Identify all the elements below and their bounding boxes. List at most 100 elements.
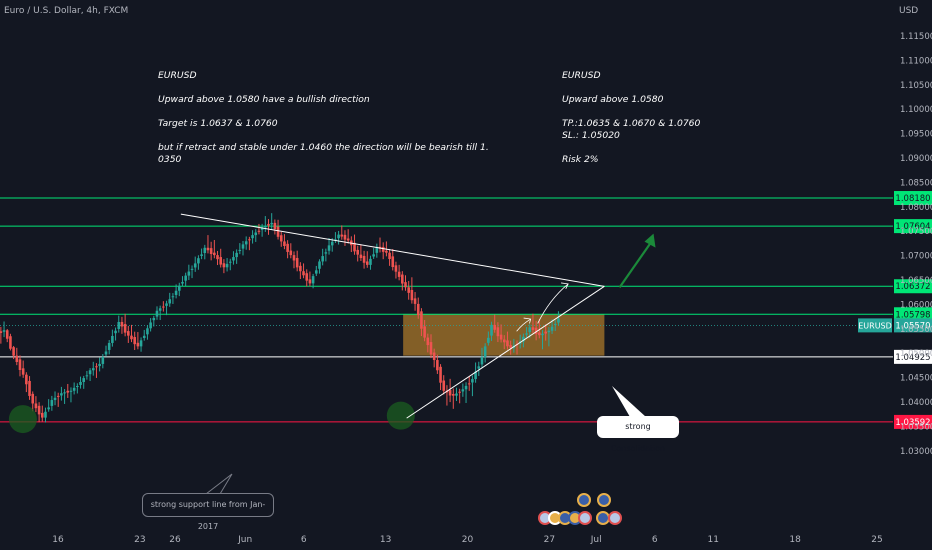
time-tick-label: 16: [52, 535, 64, 545]
candle-body: [34, 403, 38, 409]
candle-body: [235, 252, 238, 258]
level-price-label: 1.08180: [895, 194, 930, 204]
candle-body: [553, 323, 557, 325]
candle-body: [260, 227, 264, 230]
candle-body: [286, 243, 289, 252]
time-tick-label: 6: [652, 535, 658, 545]
candle-body: [506, 340, 509, 347]
price-tick-label: 1.05000: [900, 349, 932, 359]
level-price-tag: [894, 307, 932, 322]
projection-arrow: [537, 283, 569, 324]
price-tick-label: 1.11500: [900, 32, 932, 42]
note-left-title: EURUSD: [158, 70, 197, 81]
symbol-tag-label: EURUSD: [858, 321, 892, 330]
candle-body: [222, 263, 226, 268]
candle-body: [82, 378, 86, 382]
candle-body: [410, 289, 414, 301]
price-tick-label: 1.08000: [900, 203, 932, 213]
candle-body: [429, 342, 433, 355]
consolidation-callout[interactable]: strong Consolidation: [597, 416, 679, 453]
candle-body: [270, 222, 273, 225]
projection-arrow-head: [561, 282, 569, 289]
candle-body: [219, 257, 223, 265]
candle-body: [76, 385, 79, 387]
candle-body: [254, 232, 258, 236]
support-callout[interactable]: strong support line from Jan-2017: [142, 493, 274, 531]
candle-body: [238, 249, 242, 251]
time-tick-label: 18: [789, 535, 801, 545]
level-price-tag: [894, 219, 932, 234]
event-flag-icon[interactable]: [578, 511, 592, 525]
candle-body: [356, 249, 360, 255]
note-right: EURUSD Upward above 1.0580 TP.:1.0635 & …: [562, 70, 762, 166]
price-tick-label: 1.10000: [900, 105, 932, 115]
candle-body: [79, 381, 82, 385]
symbol-tag: [858, 318, 892, 333]
candle-body: [318, 261, 321, 269]
candle-body: [155, 310, 159, 317]
level-price-label: 1.04925: [895, 353, 930, 363]
candle-body: [152, 318, 156, 321]
candle-body: [487, 337, 490, 343]
candle-body: [72, 387, 76, 391]
candle-body: [56, 395, 60, 397]
current-price-tag: [894, 318, 932, 333]
candle-body: [98, 363, 101, 367]
candle-body: [101, 356, 105, 364]
level-price-label: 1.03592: [895, 418, 930, 428]
candle-body: [458, 391, 461, 393]
candle-body: [142, 335, 146, 339]
candle-body: [107, 342, 111, 350]
candle-body: [88, 370, 92, 375]
candle-body: [273, 222, 277, 230]
time-tick-label: 27: [544, 535, 555, 545]
projection-arrow-head: [523, 317, 532, 324]
candle-body: [391, 256, 395, 268]
candle-body: [149, 322, 152, 329]
candle-body: [5, 330, 9, 339]
candle-body: [490, 324, 493, 336]
candle-body: [53, 397, 57, 401]
candle-body: [483, 346, 487, 358]
candle-body: [232, 257, 235, 261]
candle-body: [63, 392, 66, 394]
event-flag-icon[interactable]: [577, 493, 591, 507]
level-price-tag: [894, 414, 932, 429]
current-price-value: 1.05570: [895, 321, 930, 331]
candle-body: [158, 308, 162, 311]
time-tick-label: 23: [134, 535, 145, 545]
event-flag-icon[interactable]: [608, 511, 622, 525]
candle-body: [276, 226, 280, 237]
price-tick-label: 1.11000: [900, 56, 932, 66]
candle-body: [324, 252, 328, 254]
candle-body: [372, 254, 375, 257]
candle-body: [359, 254, 363, 259]
symbol-title: Euro / U.S. Dollar, 4h, FXCM: [4, 6, 129, 16]
note-left-line4: 0350: [158, 154, 182, 165]
pivot-circle: [386, 401, 415, 430]
candle-body: [228, 261, 232, 263]
candle-body: [534, 327, 538, 334]
candle-body: [439, 366, 442, 383]
candle-body: [209, 248, 213, 254]
candle-body: [257, 230, 261, 232]
time-tick-label: 26: [169, 535, 181, 545]
candle-body: [21, 368, 25, 375]
event-flag-icon[interactable]: [597, 493, 611, 507]
candle-body: [241, 244, 245, 249]
candle-body: [464, 385, 468, 390]
consolidation-zone: [403, 314, 605, 356]
candle-body: [451, 394, 455, 396]
candle-body: [467, 383, 471, 385]
candle-body: [216, 255, 219, 260]
candle-body: [337, 234, 340, 239]
event-icons[interactable]: [538, 493, 628, 533]
candle-body: [544, 331, 547, 334]
candle-body: [480, 357, 484, 365]
candle-body: [334, 239, 337, 241]
price-tick-label: 1.04500: [900, 374, 932, 384]
candle-body: [327, 245, 331, 251]
drawings-layer: [8, 213, 656, 495]
candle-body: [557, 318, 560, 323]
